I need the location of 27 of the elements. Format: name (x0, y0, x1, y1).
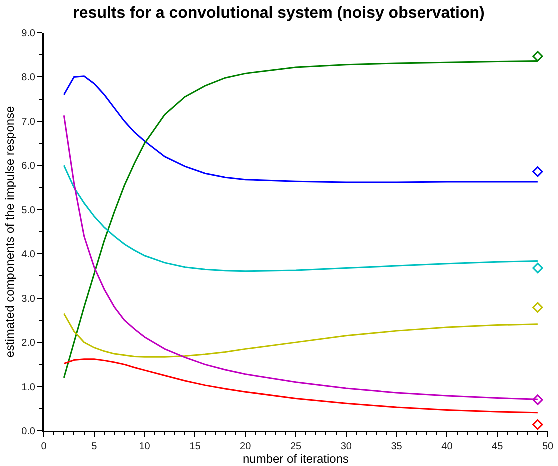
x-tick-label: 20 (240, 442, 252, 452)
y-tick-label: 7.0 (22, 116, 36, 128)
line-series (63, 76, 539, 184)
y-tick-label: 2.0 (22, 338, 36, 350)
x-tick-label: 5 (92, 442, 98, 452)
y-tick-label: 6.0 (22, 161, 36, 172)
y-tick-label: 5.0 (22, 205, 36, 216)
y-tick-label: 0.0 (22, 426, 36, 438)
x-tick-label: 25 (290, 442, 302, 452)
line-series (63, 358, 539, 414)
y-tick-label: 4.0 (22, 250, 36, 261)
chart-title: results for a convolutional system (noisy observation) (73, 5, 485, 22)
x-tick-label: 0 (41, 442, 48, 452)
x-axis-title: number of iterations (242, 452, 350, 466)
x-tick-label: 30 (340, 442, 352, 452)
x-tick-label: 50 (542, 442, 554, 452)
y-tick-label: 9.0 (22, 28, 36, 40)
x-tick-label: 45 (492, 442, 504, 452)
x-tick-label: 15 (190, 442, 202, 452)
x-tick-label: 35 (391, 442, 403, 452)
y-tick-label: 8.0 (22, 72, 36, 84)
x-tick-label: 40 (442, 442, 454, 452)
y-tick-label: 1.0 (22, 382, 36, 394)
x-tick-label: 10 (139, 442, 151, 452)
y-tick-label: 3.0 (22, 294, 36, 305)
line-series (63, 313, 539, 358)
y-axis-title: estimated components of the impulse response (3, 106, 18, 358)
